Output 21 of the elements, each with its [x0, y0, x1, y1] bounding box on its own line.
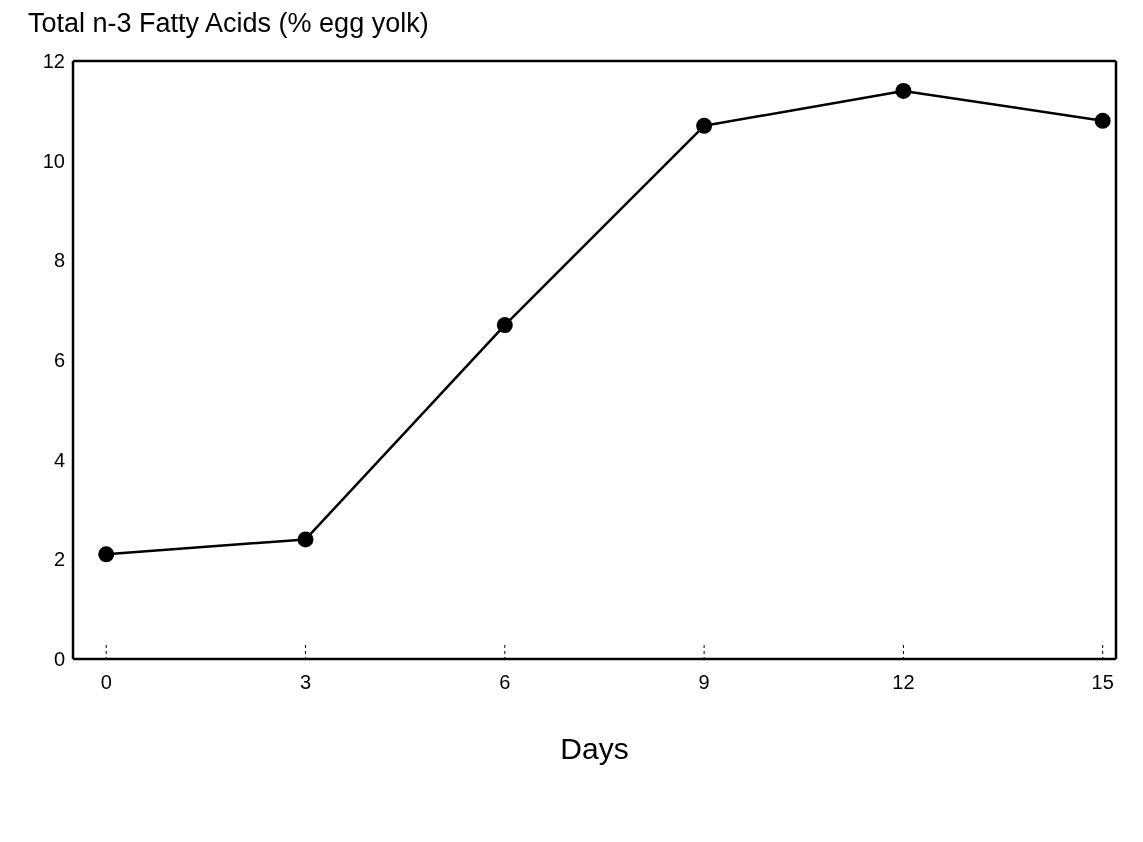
y-tick-label: 2 [53, 548, 65, 571]
x-tick-label: 12 [892, 671, 915, 694]
x-tick-label: 6 [499, 671, 511, 694]
y-tick-label: 12 [42, 50, 65, 73]
point [1094, 112, 1111, 129]
point [895, 82, 912, 99]
y-tick-label: 10 [42, 149, 65, 172]
point [297, 531, 314, 548]
point [696, 117, 713, 134]
chart-title: Total n-3 Fatty Acids (% egg yolk) [28, 8, 430, 39]
x-tick-label: 3 [299, 671, 312, 694]
point [496, 317, 513, 334]
y-tick-label: 6 [53, 349, 65, 372]
x-axis-title: Days [560, 732, 629, 765]
x-tick-label: 0 [100, 671, 112, 694]
y-tick-label: 0 [53, 648, 65, 671]
x-tick-label: 9 [698, 671, 710, 694]
point [98, 546, 115, 563]
y-tick-label: 4 [53, 448, 65, 471]
y-tick-label: 8 [53, 249, 65, 272]
x-tick-label: 15 [1091, 671, 1114, 694]
